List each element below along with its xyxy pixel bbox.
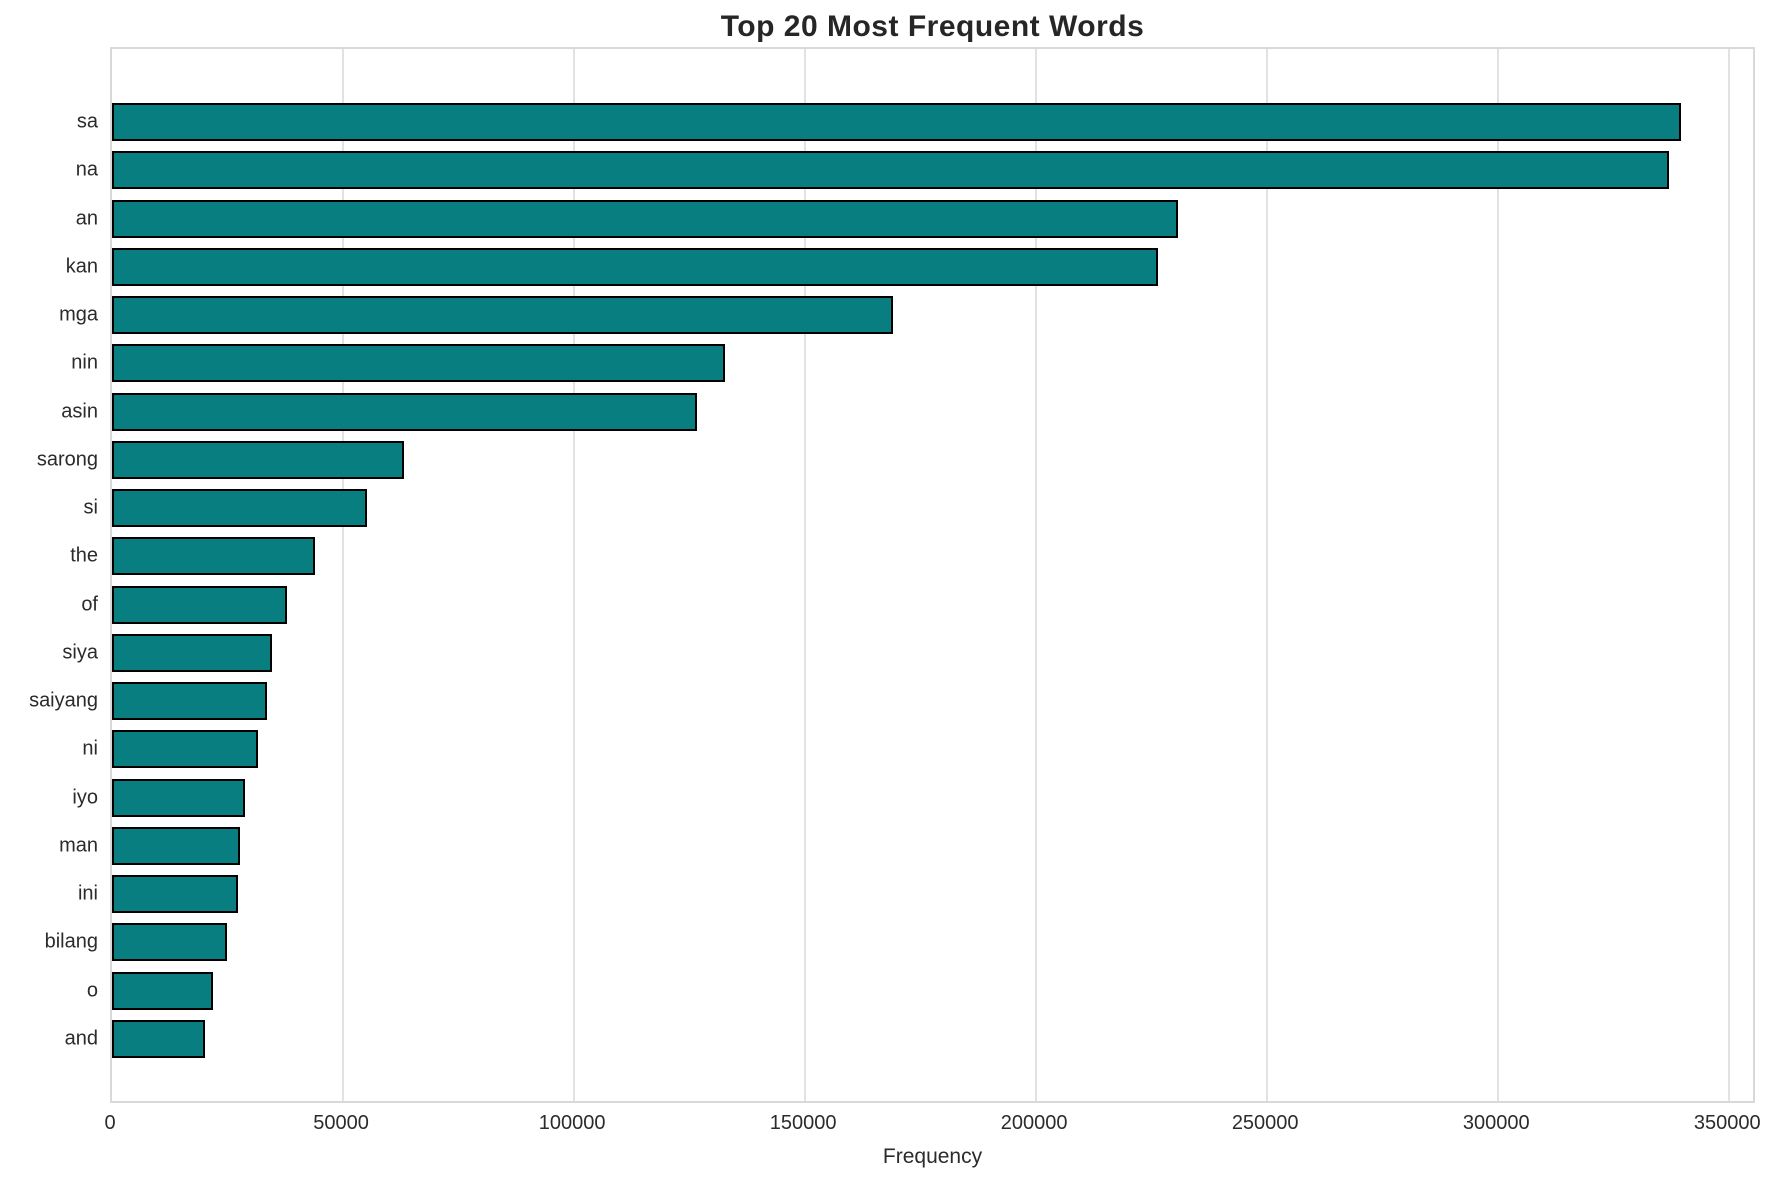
bar-row: man [59,826,1753,865]
y-tick-label: ni [82,737,98,760]
y-tick-label: na [75,158,98,181]
gridline [1035,49,1038,1101]
bar-row: o [87,971,1753,1010]
y-tick-label: iyo [72,786,98,808]
bar [112,778,246,817]
bar [112,923,228,962]
y-tick-label: ini [77,882,98,905]
bar [112,151,1670,190]
y-tick-label: nin [71,351,98,374]
gridline [1497,49,1500,1101]
x-tick-label: 50000 [313,1112,369,1134]
bar [112,682,268,720]
bar [112,875,239,913]
bar-row: iyo [72,778,1753,817]
bar [112,344,726,383]
x-tick-label: 200000 [1000,1112,1068,1134]
y-tick-label: saiyang [29,689,98,712]
bar [112,1019,206,1058]
x-tick-label: 150000 [769,1112,837,1134]
bar-row: bilang [45,923,1753,962]
bar-row: ni [82,730,1753,769]
y-tick-label: sarong [36,448,98,471]
bar-group: sa na an kan mga nin asin sarong si the of siya saiy… [29,103,1753,1058]
bar [112,392,697,431]
bar [112,585,288,624]
gridline [1728,49,1731,1101]
bar-row: na [76,151,1753,190]
y-tick-label: o [86,979,98,1001]
y-tick-label: sa [76,110,98,133]
bar [112,199,1178,238]
bar-row: an [76,199,1753,238]
bar [112,296,894,334]
bar [112,440,405,479]
gridline [573,49,576,1101]
bar-row: the [70,537,1753,576]
x-tick-label: 100000 [538,1112,606,1134]
y-tick-label: the [70,544,98,567]
bar-row: sarong [37,440,1753,479]
bar-row: mga [59,296,1753,334]
gridline [342,49,345,1101]
x-tick-label: 250000 [1231,1112,1299,1134]
bar-row: asin [61,392,1753,431]
x-tick-label: 300000 [1462,1112,1530,1134]
gridline [1266,49,1269,1101]
bar-row: siya [62,633,1753,672]
bar-row: si [84,489,1753,527]
bar [112,633,272,672]
gridline [804,49,807,1101]
plot-area: sa na an kan mga nin asin sarong si the of siya saiy… [29,47,1755,1103]
x-tick-label: 350000 [1693,1112,1761,1134]
bar-row: of [81,585,1753,624]
y-tick-label: and [64,1027,98,1050]
bar-row: sa [77,103,1753,141]
y-tick-label: siya [62,641,98,664]
bar [112,730,259,769]
bar [112,489,368,527]
y-tick-label: bilang [44,930,98,953]
x-axis-title: Frequency [882,1145,983,1168]
y-tick-label: mga [59,303,98,326]
bar [112,103,1681,141]
y-tick-label: an [75,207,98,229]
y-tick-label: man [59,834,98,857]
bar [112,826,240,865]
bar-row: ini [78,875,1753,913]
x-tick-label: 0 [104,1112,116,1134]
bar [112,247,1158,286]
y-tick-label: asin [61,400,98,422]
bar-row: and [65,1019,1753,1058]
y-tick-label: of [81,593,98,615]
bar [112,537,316,576]
bar-row: saiyang [29,682,1753,720]
bar-row: kan [66,247,1753,286]
bar [112,971,214,1010]
chart-title: Top 20 Most Frequent Words [720,10,1145,43]
bar-row: nin [71,344,1753,383]
y-tick-label: kan [65,255,98,278]
y-tick-label: si [83,496,98,519]
